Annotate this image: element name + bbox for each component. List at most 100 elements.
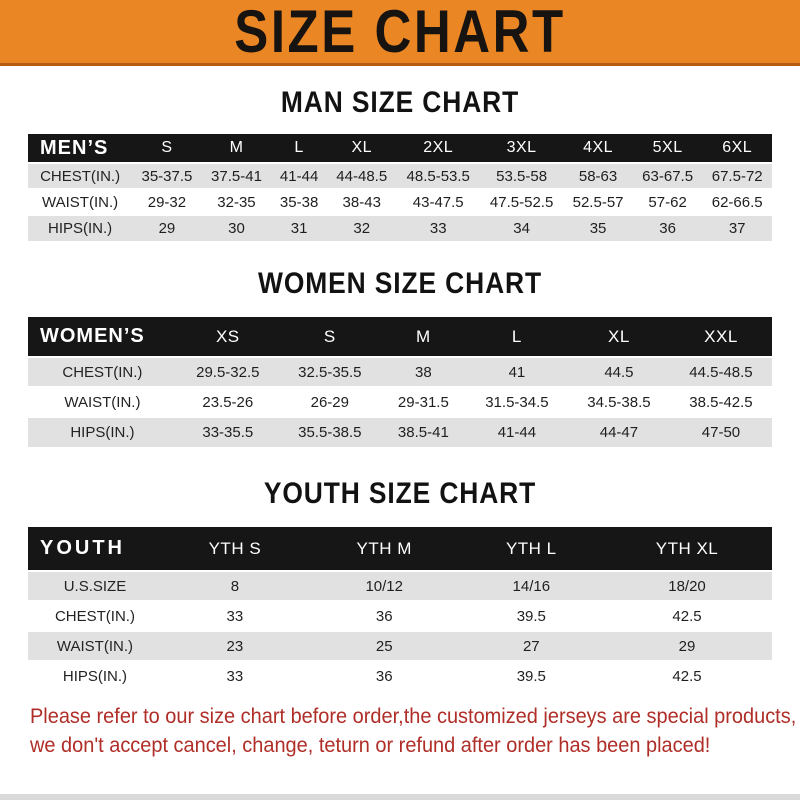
size-value-cell: 52.5-57 [563, 188, 633, 215]
men-size-table: MEN’S S M L XL 2XL 3XL 4XL 5XL 6XL CHEST(IN.) 35-37… [28, 134, 772, 241]
measurement-row: HIPS(IN.) 33-35.5 35.5-38.5 38.5-41 41-44 44-… [28, 416, 772, 447]
size-value-cell: 33 [161, 600, 308, 631]
measurement-row: WAIST(IN.) 29-32 32-35 35-38 38-43 43-47.5 47.… [28, 188, 772, 215]
size-column-header: M [380, 317, 466, 357]
size-value-cell: 38.5-41 [380, 416, 466, 447]
size-column-header: L [271, 134, 327, 163]
size-column-header: YTH M [307, 527, 461, 571]
measurement-row-label: WAIST(IN.) [28, 188, 133, 215]
size-value-cell: 34 [479, 214, 564, 241]
size-column-header: YTH XL [602, 527, 772, 571]
youth-size-chart-section: YOUTH SIZE CHART YOUTH YTH S YTH M YTH L YTH… [0, 477, 800, 691]
measurement-row-label: CHEST(IN.) [28, 162, 133, 189]
size-value-cell: 44-48.5 [326, 162, 397, 189]
size-value-cell: 37.5-41 [201, 162, 272, 189]
size-column-header: S [278, 317, 381, 357]
size-value-cell: 39.5 [460, 660, 603, 691]
size-value-cell: 32-35 [201, 188, 272, 215]
size-value-cell: 31.5-34.5 [465, 386, 568, 417]
size-value-cell: 35-38 [271, 188, 327, 215]
measurement-row: WAIST(IN.) 23.5-26 26-29 29-31.5 31.5-34.5 34… [28, 386, 772, 417]
size-value-cell: 44.5 [567, 356, 670, 387]
table-header-row: WOMEN’S XS S M L XL XXL [28, 317, 772, 357]
order-notice: Please refer to our size chart before or… [0, 703, 800, 760]
table-corner-label: WOMEN’S [28, 317, 177, 357]
youth-size-table: YOUTH YTH S YTH M YTH L YTH XL U.S.SIZE 8 10/12… [28, 527, 772, 691]
table-header-row: YOUTH YTH S YTH M YTH L YTH XL [28, 527, 772, 571]
size-value-cell: 32.5-35.5 [278, 356, 381, 387]
size-column-header: 4XL [563, 134, 633, 163]
size-value-cell: 47.5-52.5 [479, 188, 564, 215]
size-value-cell: 33-35.5 [176, 416, 279, 447]
size-value-cell: 42.5 [602, 600, 772, 631]
size-value-cell: 25 [307, 630, 461, 661]
size-column-header: 2XL [396, 134, 480, 163]
size-column-header: S [132, 134, 202, 163]
size-value-cell: 29-32 [132, 188, 202, 215]
size-value-cell: 47-50 [669, 416, 772, 447]
table-header-row: MEN’S S M L XL 2XL 3XL 4XL 5XL 6XL [28, 134, 772, 163]
measurement-row: HIPS(IN.) 29 30 31 32 33 34 35 36 37 [28, 214, 772, 241]
measurement-row-label: HIPS(IN.) [28, 660, 162, 691]
women-size-chart-section: WOMEN SIZE CHART WOMEN’S XS S M L XL XXL CHEST(… [0, 267, 800, 447]
measurement-row: CHEST(IN.) 35-37.5 37.5-41 41-44 44-48.5 48.5… [28, 162, 772, 189]
size-value-cell: 39.5 [460, 600, 603, 631]
size-value-cell: 48.5-53.5 [396, 162, 480, 189]
size-value-cell: 29.5-32.5 [176, 356, 279, 387]
measurement-row-label: U.S.SIZE [28, 570, 162, 601]
size-column-header: L [465, 317, 568, 357]
size-value-cell: 58-63 [563, 162, 633, 189]
size-value-cell: 33 [161, 660, 308, 691]
measurement-row-label: HIPS(IN.) [28, 214, 133, 241]
size-value-cell: 29 [132, 214, 202, 241]
size-value-cell: 44.5-48.5 [669, 356, 772, 387]
size-value-cell: 36 [307, 600, 461, 631]
size-value-cell: 29 [602, 630, 772, 661]
size-chart-banner: SIZE CHART [0, 0, 800, 66]
measurement-row-label: WAIST(IN.) [28, 630, 162, 661]
size-value-cell: 36 [632, 214, 703, 241]
measurement-row: CHEST(IN.) 33 36 39.5 42.5 [28, 600, 772, 631]
size-column-header: YTH S [161, 527, 308, 571]
size-value-cell: 18/20 [602, 570, 772, 601]
size-column-header: 5XL [632, 134, 703, 163]
notice-line-2: we don't accept cancel, change, teturn o… [30, 734, 711, 757]
youth-size-chart-title: YOUTH SIZE CHART [263, 477, 537, 510]
size-column-header: YTH L [460, 527, 603, 571]
size-column-header: XL [567, 317, 670, 357]
size-value-cell: 10/12 [307, 570, 461, 601]
measurement-row: HIPS(IN.) 33 36 39.5 42.5 [28, 660, 772, 691]
size-value-cell: 33 [396, 214, 480, 241]
size-value-cell: 38-43 [326, 188, 397, 215]
measurement-row-label: HIPS(IN.) [28, 416, 177, 447]
measurement-row: U.S.SIZE 8 10/12 14/16 18/20 [28, 570, 772, 601]
measurement-row-label: WAIST(IN.) [28, 386, 177, 417]
size-value-cell: 63-67.5 [632, 162, 703, 189]
size-value-cell: 41-44 [271, 162, 327, 189]
notice-line-1: Please refer to our size chart before or… [30, 705, 797, 728]
size-column-header: 3XL [479, 134, 564, 163]
measurement-row-label: CHEST(IN.) [28, 356, 177, 387]
size-value-cell: 23.5-26 [176, 386, 279, 417]
man-size-chart-title: MAN SIZE CHART [280, 86, 520, 119]
size-value-cell: 38 [380, 356, 466, 387]
size-value-cell: 44-47 [567, 416, 670, 447]
size-value-cell: 31 [271, 214, 327, 241]
size-value-cell: 38.5-42.5 [669, 386, 772, 417]
size-value-cell: 32 [326, 214, 397, 241]
size-value-cell: 62-66.5 [702, 188, 772, 215]
size-value-cell: 27 [460, 630, 603, 661]
size-value-cell: 41 [465, 356, 568, 387]
size-value-cell: 43-47.5 [396, 188, 480, 215]
size-value-cell: 26-29 [278, 386, 381, 417]
measurement-row-label: CHEST(IN.) [28, 600, 162, 631]
table-corner-label: MEN’S [28, 134, 133, 163]
women-size-chart-title: WOMEN SIZE CHART [258, 267, 542, 300]
size-column-header: 6XL [702, 134, 772, 163]
man-size-chart-section: MAN SIZE CHART MEN’S S M L XL 2XL 3XL 4XL 5XL 6XL… [0, 86, 800, 241]
size-column-header: XXL [669, 317, 772, 357]
size-value-cell: 35 [563, 214, 633, 241]
size-column-header: M [201, 134, 272, 163]
size-column-header: XS [176, 317, 279, 357]
